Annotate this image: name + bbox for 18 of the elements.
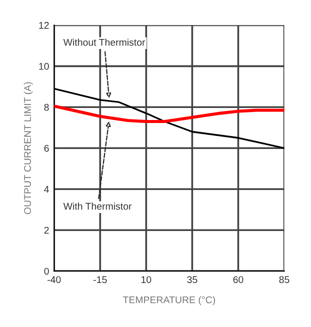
x-tick-label: 10 (142, 276, 152, 284)
x-axis-title: TEMPERATURE (°C) (122, 296, 215, 306)
x-tick-label: -15 (94, 276, 107, 284)
x-tick-label: -40 (48, 276, 61, 284)
y-tick-label: 4 (44, 186, 49, 193)
y-axis-title: OUTPUT CURRENT LIMIT (A) (24, 82, 33, 214)
line-series (54, 104, 284, 124)
x-tick-label: 35 (187, 276, 198, 284)
y-tick-label: 10 (39, 62, 49, 70)
x-tick-label: 60 (233, 276, 244, 284)
y-tick-label: 0 (44, 268, 49, 275)
y-tick-label: 8 (44, 104, 49, 111)
y-tick-label: 12 (39, 22, 49, 29)
annotation: With Thermistor (63, 202, 132, 210)
y-tick-label: 6 (44, 144, 49, 152)
annotation: Without Thermistor (63, 38, 146, 46)
y-tick-label: 2 (44, 226, 49, 234)
x-tick-label: 85 (279, 276, 290, 284)
